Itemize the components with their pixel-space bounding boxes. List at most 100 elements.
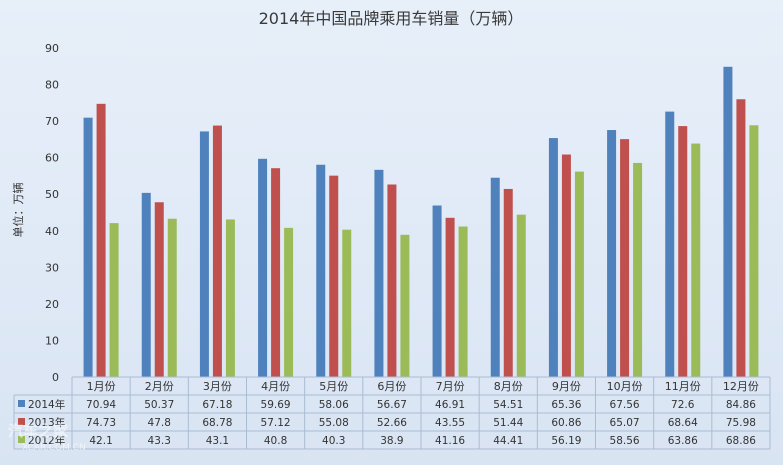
legend-swatch-1	[18, 400, 25, 407]
chart-title: 2014年中国品牌乘用车销量（万辆）	[259, 9, 524, 28]
bar-3-8	[516, 214, 526, 377]
bar-1-3	[199, 131, 209, 377]
data-label-2-5: 55.08	[319, 417, 349, 429]
x-tick-label: 12月份	[723, 380, 759, 393]
bar-3-11	[691, 143, 701, 377]
bar-1-5	[316, 164, 326, 377]
bar-1-11	[665, 111, 675, 378]
data-label-1-4: 59.69	[261, 399, 291, 411]
data-label-3-12: 68.86	[726, 435, 756, 447]
bar-1-8	[490, 177, 500, 377]
data-label-3-2: 43.3	[148, 435, 171, 447]
data-label-2-8: 51.44	[493, 417, 523, 429]
y-tick-label: 30	[45, 261, 59, 274]
bar-1-4	[258, 158, 268, 377]
y-tick-label: 70	[45, 115, 59, 128]
data-label-2-12: 75.98	[726, 417, 756, 429]
bar-3-9	[574, 171, 584, 377]
y-tick-label: 90	[45, 42, 59, 55]
bar-1-2	[141, 192, 151, 377]
x-tick-label: 10月份	[607, 380, 643, 393]
bar-2-4	[271, 168, 281, 377]
data-label-2-3: 68.78	[202, 417, 232, 429]
bar-1-1	[83, 117, 93, 377]
y-tick-label: 0	[52, 371, 59, 384]
bar-3-3	[225, 219, 235, 377]
bar-3-7	[458, 226, 468, 377]
data-label-2-11: 68.64	[668, 417, 698, 429]
x-tick-label: 8月份	[494, 380, 523, 393]
data-label-2-4: 57.12	[261, 417, 291, 429]
bar-3-1	[109, 223, 119, 377]
data-label-2-9: 60.86	[551, 417, 581, 429]
data-label-3-8: 44.41	[493, 435, 523, 447]
data-label-2-1: 74.73	[86, 417, 116, 429]
data-label-3-11: 63.86	[668, 435, 698, 447]
bar-3-4	[284, 227, 294, 377]
data-label-1-1: 70.94	[86, 399, 116, 411]
data-label-1-7: 46.91	[435, 399, 465, 411]
data-label-2-6: 52.66	[377, 417, 407, 429]
y-axis-ticks: 0 10 20 30 40 50 60 70 80 90	[45, 42, 59, 384]
bar-2-5	[329, 175, 339, 377]
bar-1-7	[432, 205, 442, 377]
data-label-1-2: 50.37	[144, 399, 174, 411]
bar-1-6	[374, 169, 384, 377]
x-tick-label: 3月份	[203, 380, 232, 393]
data-label-3-3: 43.1	[206, 435, 229, 447]
data-label-3-10: 58.56	[610, 435, 640, 447]
bar-2-12	[736, 99, 746, 377]
data-label-2-2: 47.8	[148, 417, 171, 429]
legend-swatch-2	[18, 418, 25, 425]
watermark: 汽车之家 XCAR.COM.CN	[8, 422, 86, 453]
data-label-3-4: 40.8	[264, 435, 287, 447]
x-tick-label: 5月份	[319, 380, 348, 393]
bar-3-10	[633, 162, 643, 377]
bar-2-2	[154, 202, 164, 377]
bar-2-8	[503, 188, 513, 377]
bar-2-1	[96, 103, 106, 377]
data-label-2-10: 65.07	[610, 417, 640, 429]
x-tick-label: 1月份	[87, 380, 116, 393]
legend-label-1: 2014年	[28, 398, 65, 411]
bar-2-10	[620, 139, 630, 377]
watermark-url: XCAR.COM.CN	[22, 443, 86, 453]
y-tick-label: 80	[45, 79, 59, 92]
data-label-1-6: 56.67	[377, 399, 407, 411]
legend-label-2: 2013年	[28, 416, 65, 429]
data-label-1-8: 54.51	[493, 399, 523, 411]
bar-group	[83, 66, 759, 378]
y-tick-label: 10	[45, 334, 59, 347]
bar-2-3	[212, 125, 222, 377]
data-label-1-3: 67.18	[202, 399, 232, 411]
bar-1-9	[548, 138, 558, 377]
data-label-1-10: 67.56	[610, 399, 640, 411]
watermark-logo-text: 汽车之家	[8, 422, 68, 440]
bar-3-12	[749, 125, 759, 377]
bar-2-9	[561, 154, 571, 377]
y-tick-label: 50	[45, 188, 59, 201]
data-label-1-11: 72.6	[671, 399, 695, 411]
data-label-3-9: 56.19	[551, 435, 581, 447]
data-label-1-5: 58.06	[319, 399, 349, 411]
legend-label-3: 2012年	[28, 434, 65, 447]
data-label-3-1: 42.1	[89, 435, 112, 447]
x-tick-label: 11月份	[665, 380, 701, 393]
bar-1-12	[723, 66, 733, 378]
y-tick-label: 40	[45, 225, 59, 238]
bar-3-5	[342, 229, 352, 377]
x-tick-label: 2月份	[145, 380, 174, 393]
bar-1-10	[607, 130, 617, 377]
bar-3-2	[167, 218, 177, 377]
data-label-2-7: 43.55	[435, 417, 465, 429]
x-tick-label: 7月份	[436, 380, 465, 393]
data-table: 1月份 2月份 3月份 4月份 5月份 6月份 7月份 8月份 9月份 10月份 11月份 12月份 2…	[13, 376, 771, 450]
legend-swatch-3	[18, 436, 25, 443]
bar-2-6	[387, 184, 397, 377]
bar-3-6	[400, 234, 410, 377]
x-tick-label: 4月份	[261, 380, 290, 393]
bar-2-11	[678, 126, 688, 377]
data-label-1-12: 84.86	[726, 399, 756, 411]
